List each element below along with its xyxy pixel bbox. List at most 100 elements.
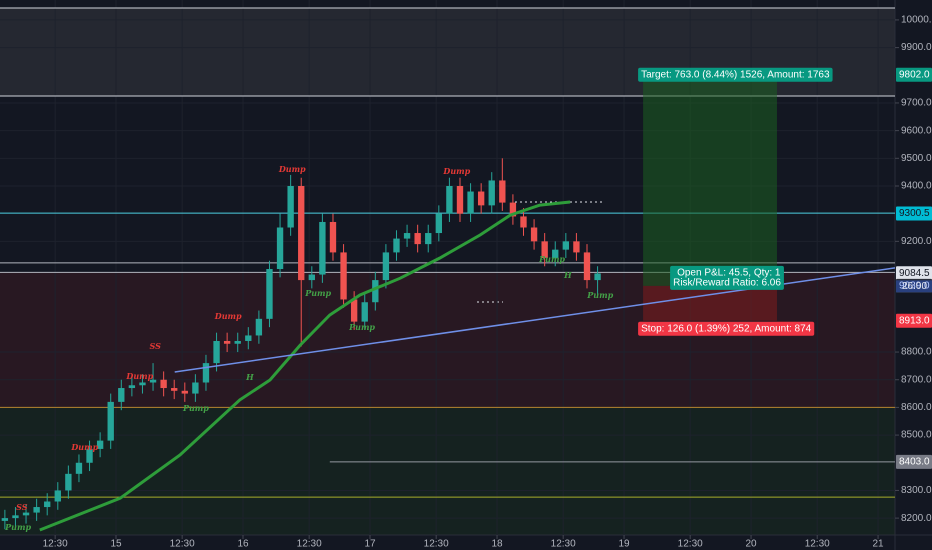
candles [1,158,601,530]
position [643,74,777,321]
candle-body [54,490,61,502]
candle-body [86,448,93,463]
candle-body [403,233,411,239]
candle-body [75,462,83,474]
x-tick-label: 20 [745,539,757,550]
price-tag [896,266,932,281]
y-tick-label: 8700.0 [901,374,932,385]
y-tick-label: 8500.0 [901,430,932,441]
signal-label: Dump [278,164,306,174]
y-tick-label: 9900.0 [901,42,932,53]
x-tick-label: 12:30 [551,539,576,550]
candle-body [509,202,517,217]
candle-body [350,299,358,322]
signal-label: Pump [348,322,375,332]
stop-label-box [638,321,815,336]
price-tag [896,206,932,221]
candle-body [456,185,464,214]
price-tag-label: 8913.0 [899,315,930,326]
price-tag-label: 9084.5 [899,268,930,279]
candle-body [213,340,220,364]
signal-label: SS [16,502,28,512]
signal-label: H [563,270,572,280]
candle-body [340,252,347,300]
candle-body [425,233,432,245]
candle-body [33,507,40,513]
price-tag-label: 9300.5 [899,208,930,219]
candle-body [393,238,400,253]
candle-body [467,191,474,214]
x-tick-label: 17 [364,539,376,550]
price-tag [896,67,932,82]
price-tag [896,454,932,469]
candle-body [573,241,580,253]
signal-label: Pump [4,522,31,532]
candle-body [488,180,495,206]
signal-label: Dump [442,166,470,176]
x-tick-label: 12:30 [170,539,195,550]
candle-body [139,382,146,386]
candle-body [319,221,326,275]
candle-body [44,501,51,508]
candle-body [245,335,252,341]
target-label-text: Target: 763.0 (8.44%) 1526, Amount: 1763 [641,69,830,80]
y-tick-label: 8300.0 [901,485,932,496]
candle-body [329,221,337,253]
stop-zone [643,285,777,321]
candle-body [308,274,315,281]
x-tick-label: 12:30 [678,539,703,550]
y-tick-label: 9400.0 [901,181,932,192]
candle-body [594,273,601,281]
candle-body [298,185,305,281]
x-tick-label: 21 [873,539,885,550]
candle-body [499,180,506,203]
candle-body [1,518,9,521]
y-tick-label: 9200.0 [901,236,932,247]
candle-body [171,388,178,391]
price-tag-label: 8403.0 [899,457,930,468]
candle-body [372,280,379,303]
price-tag [896,278,932,293]
signal-label: SS [149,341,161,351]
x-tick-label: 16 [237,539,249,550]
stop-label-text: Stop: 126.0 (1.39%) 252, Amount: 874 [641,323,812,334]
x-tick-label: 12:30 [297,539,322,550]
candle-body [96,440,104,449]
countdown: 26:00 [902,281,927,292]
candle-body [276,227,284,270]
signal-label: Dump [214,311,242,321]
signal-label: Dump [70,442,98,452]
target-label-box [638,67,833,82]
candle-body [287,185,294,228]
candle-body [520,216,527,228]
x-tick-label: 19 [618,539,630,550]
y-tick-label: 8200.0 [901,513,932,524]
rr-text: Risk/Reward Ratio: 6.06 [673,278,781,289]
x-tick-label: 12:30 [43,539,68,550]
stop-label: Stop: 126.0 (1.39%) 252, Amount: 874 [638,321,815,336]
y-tick-label: 9500.0 [901,153,932,164]
target-zone [643,74,777,286]
signal-label: Pump [586,290,613,300]
candle-body [435,213,442,234]
candle-body [255,318,263,336]
candle-body [118,388,125,402]
candle-body [12,515,19,519]
candle-body [65,473,72,491]
y-tick-label: 10000.0 [901,15,932,26]
candle-body [266,269,273,319]
signal-label: H [245,372,254,382]
x-tick-label: 15 [110,539,122,550]
candle-body [562,241,570,250]
price-tag [896,313,932,328]
price-tag-label: 9802.0 [899,69,930,80]
candle-body [583,252,591,281]
candle-body [361,302,368,322]
candle-body [192,382,199,394]
candle-body [160,379,167,389]
signal-label: Pump [538,254,565,264]
moving-average [39,200,571,532]
candle-body [181,390,188,394]
